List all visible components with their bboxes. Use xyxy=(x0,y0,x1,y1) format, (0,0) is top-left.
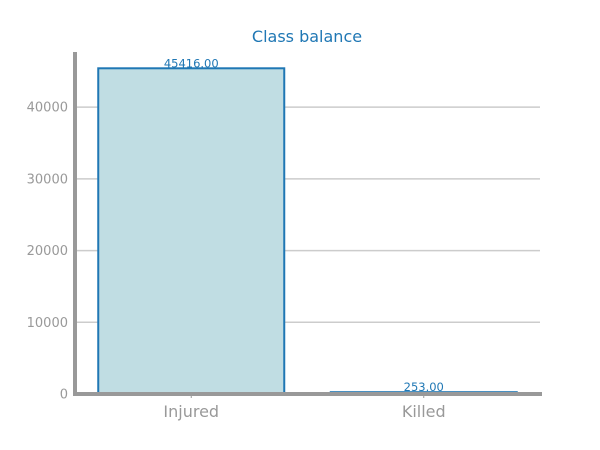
data-label: 45416.00 xyxy=(164,56,219,70)
y-tick-label: 10000 xyxy=(27,316,68,331)
y-tick-label: 30000 xyxy=(27,172,68,187)
axes xyxy=(73,52,542,398)
y-tick-label: 40000 xyxy=(27,101,68,116)
x-tick-label: Killed xyxy=(402,402,446,421)
data-label: 253.00 xyxy=(404,380,444,394)
labels: 0 10000 20000 30000 40000 Injured 45416.00 Kill… xyxy=(27,56,446,421)
y-tick-label: 20000 xyxy=(27,244,68,259)
x-tick-label: Injured xyxy=(163,402,219,421)
chart-title: Class balance xyxy=(252,27,362,46)
bars xyxy=(97,67,518,395)
y-tick-label: 0 xyxy=(60,388,68,403)
bar-injured xyxy=(97,67,286,395)
